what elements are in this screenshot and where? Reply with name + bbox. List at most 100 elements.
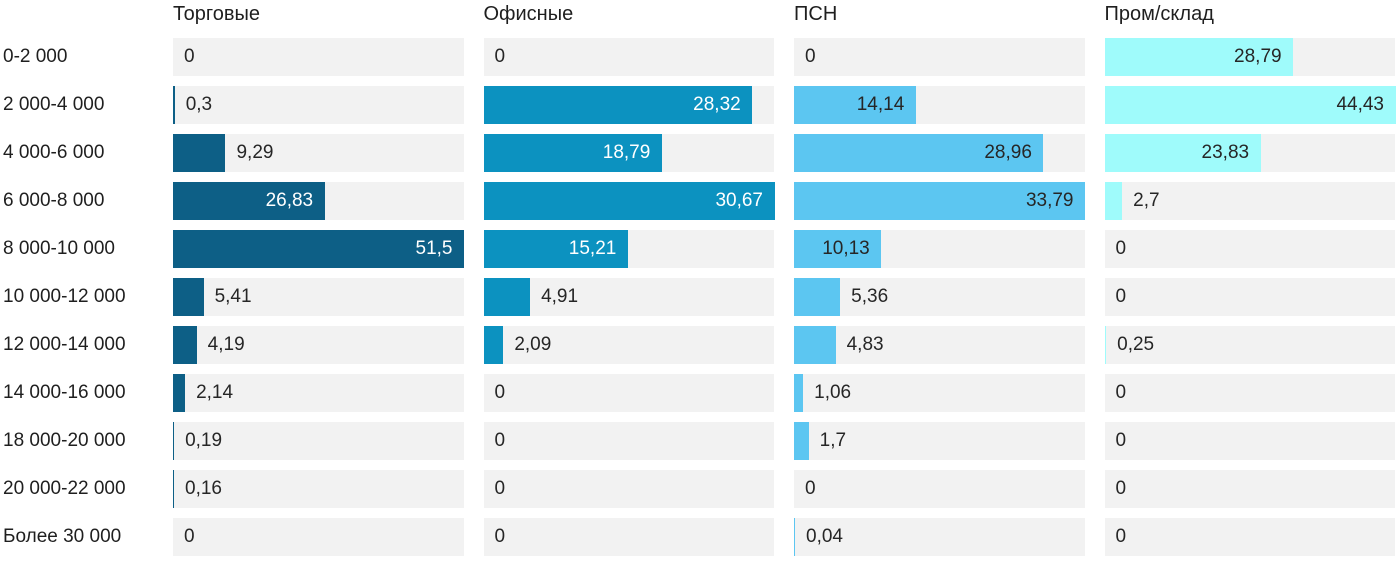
bar-track: 1,7: [794, 422, 1085, 460]
row-label: 18 000-20 000: [3, 430, 126, 451]
bar-value-label: 0: [494, 430, 506, 451]
bar-value-label: 0: [805, 478, 816, 499]
bar-value-label: 0: [494, 382, 506, 403]
bar-track: 9,29: [173, 134, 464, 172]
bar-track: 44,43: [1104, 86, 1396, 124]
bar: [794, 86, 916, 124]
bar-value-label: 23,83: [1201, 142, 1250, 163]
bar-value-label: 0: [805, 46, 816, 67]
bar-value-label: 4,91: [541, 286, 579, 307]
row-label: Более 30 000: [3, 526, 122, 547]
bar-value-label: 1,06: [814, 382, 852, 403]
bar: [794, 326, 836, 364]
row-label: 6 000-8 000: [3, 190, 105, 211]
bar-value-label: 0: [184, 526, 195, 547]
column-header-2: Офисные: [483, 3, 574, 25]
bar-value-label: 0: [1115, 430, 1127, 451]
bar-value-label: 28,79: [1234, 46, 1282, 67]
row-label: 10 000-12 000: [3, 286, 126, 307]
bar-track: 28,32: [483, 86, 774, 124]
bar-track: 10,13: [794, 230, 1085, 268]
bar-track: 28,96: [794, 134, 1085, 172]
bar-value-label: 33,79: [1025, 190, 1074, 211]
bar-track: 0: [794, 38, 1085, 76]
bar-value-label: 15,21: [568, 238, 617, 259]
row-label: 2 000-4 000: [3, 94, 105, 115]
bar-track: 5,41: [173, 278, 464, 316]
bar-track: 5,36: [794, 278, 1085, 316]
bar-track: 30,67: [483, 182, 775, 220]
bar: [794, 134, 1044, 172]
bar: [483, 326, 504, 364]
bar-value-label: 2,7: [1133, 190, 1160, 211]
bar-track: 0: [1104, 278, 1395, 316]
bar: [173, 374, 186, 412]
bar-value-label: 2,14: [196, 382, 234, 403]
bar-track: 14,14: [794, 86, 1085, 124]
bar-track: 0,19: [173, 422, 464, 460]
bar: [794, 518, 795, 556]
bar-value-label: 0: [1115, 382, 1127, 403]
bar-track: 0: [1104, 422, 1395, 460]
bar-track: 18,79: [483, 134, 774, 172]
bar-track: 15,21: [483, 230, 774, 268]
row-label: 20 000-22 000: [3, 478, 126, 499]
bar-track: 0: [794, 470, 1085, 508]
bar-value-label: 2,09: [514, 334, 552, 355]
bar-track: 0: [483, 38, 774, 76]
bar-value-label: 44,43: [1336, 94, 1384, 115]
bar: [1104, 182, 1123, 220]
bar: [173, 278, 204, 316]
bar-value-label: 10,13: [822, 238, 870, 259]
bar-chart-grid: Торговые Офисные ПСН Пром/склад 0-2 000 0 0 0 28…: [3, 3, 1396, 556]
bar-track: 0,16: [173, 470, 464, 508]
bar-value-label: 0: [1115, 286, 1127, 307]
bar: [1104, 38, 1294, 76]
bar-value-label: 0: [1115, 238, 1127, 259]
bar: [794, 422, 809, 460]
bar: [794, 278, 841, 316]
bar-value-label: 0,04: [806, 526, 843, 547]
bar-track: 0,25: [1104, 326, 1395, 364]
bar-value-label: 0: [1115, 478, 1127, 499]
bar-track: 0,3: [173, 86, 464, 124]
bar-value-label: 28,96: [984, 142, 1032, 163]
bar-value-label: 0: [494, 526, 506, 547]
bar: [483, 230, 628, 268]
bar-value-label: 0,25: [1117, 334, 1155, 355]
bar: [794, 230, 882, 268]
bar: [794, 374, 804, 412]
bar-track: 51,5: [173, 230, 464, 268]
bar-track: 4,91: [483, 278, 774, 316]
bar-track: 23,83: [1104, 134, 1395, 172]
bar-value-label: 9,29: [236, 142, 274, 163]
row-label: 12 000-14 000: [3, 334, 126, 355]
bar-value-label: 0,3: [185, 94, 213, 115]
row-label: 0-2 000: [3, 46, 68, 67]
bar-track: 1,06: [794, 374, 1085, 412]
bar-value-label: 1,7: [819, 430, 847, 451]
column-header-3: ПСН: [794, 3, 838, 25]
bar-value-label: 51,5: [415, 238, 453, 259]
bar: [173, 470, 174, 508]
bar-track: 0,04: [794, 518, 1085, 556]
bar-value-label: 5,36: [851, 286, 889, 307]
bar-track: 0: [1104, 374, 1395, 412]
bar-value-label: 0: [494, 478, 506, 499]
bar-value-label: 26,83: [265, 190, 314, 211]
column-header-4: Пром/склад: [1104, 3, 1214, 25]
bar-track: 26,83: [173, 182, 464, 220]
bar-track: 4,19: [173, 326, 464, 364]
bar-value-label: 18,79: [602, 142, 651, 163]
bar: [483, 86, 753, 124]
bar: [1104, 134, 1261, 172]
bar-track: 0: [483, 374, 774, 412]
bar-value-label: 5,41: [214, 286, 252, 307]
bar: [1104, 326, 1107, 364]
bar-value-label: 0,19: [185, 430, 223, 451]
bar-track: 0: [173, 38, 464, 76]
bar-track: 4,83: [794, 326, 1085, 364]
bar-track: 0: [483, 518, 774, 556]
bar-track: 2,7: [1104, 182, 1395, 220]
bar: [173, 182, 325, 220]
